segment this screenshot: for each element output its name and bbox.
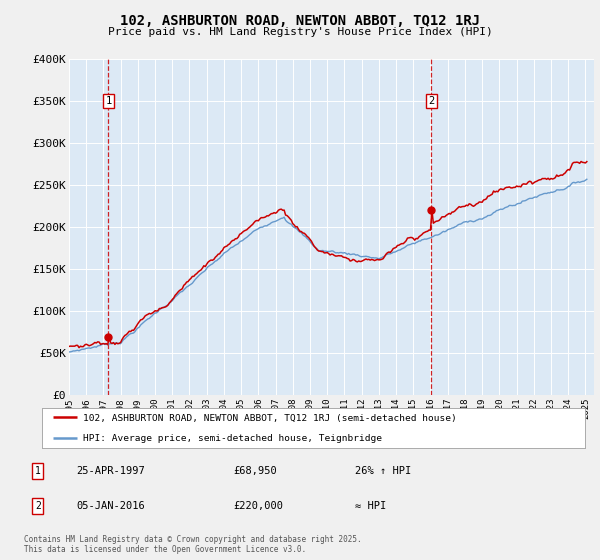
- Text: ≈ HPI: ≈ HPI: [355, 501, 386, 511]
- Text: 1: 1: [106, 96, 112, 106]
- Text: 2: 2: [35, 501, 41, 511]
- Text: £220,000: £220,000: [234, 501, 284, 511]
- Text: 102, ASHBURTON ROAD, NEWTON ABBOT, TQ12 1RJ (semi-detached house): 102, ASHBURTON ROAD, NEWTON ABBOT, TQ12 …: [83, 414, 457, 423]
- Text: HPI: Average price, semi-detached house, Teignbridge: HPI: Average price, semi-detached house,…: [83, 434, 382, 443]
- Text: Contains HM Land Registry data © Crown copyright and database right 2025.
This d: Contains HM Land Registry data © Crown c…: [24, 535, 362, 554]
- Text: £68,950: £68,950: [234, 466, 278, 476]
- Text: 102, ASHBURTON ROAD, NEWTON ABBOT, TQ12 1RJ: 102, ASHBURTON ROAD, NEWTON ABBOT, TQ12 …: [120, 14, 480, 28]
- Text: 26% ↑ HPI: 26% ↑ HPI: [355, 466, 412, 476]
- Text: 05-JAN-2016: 05-JAN-2016: [76, 501, 145, 511]
- Text: Price paid vs. HM Land Registry's House Price Index (HPI): Price paid vs. HM Land Registry's House …: [107, 27, 493, 37]
- Text: 25-APR-1997: 25-APR-1997: [76, 466, 145, 476]
- Text: 1: 1: [35, 466, 41, 476]
- Text: 2: 2: [428, 96, 434, 106]
